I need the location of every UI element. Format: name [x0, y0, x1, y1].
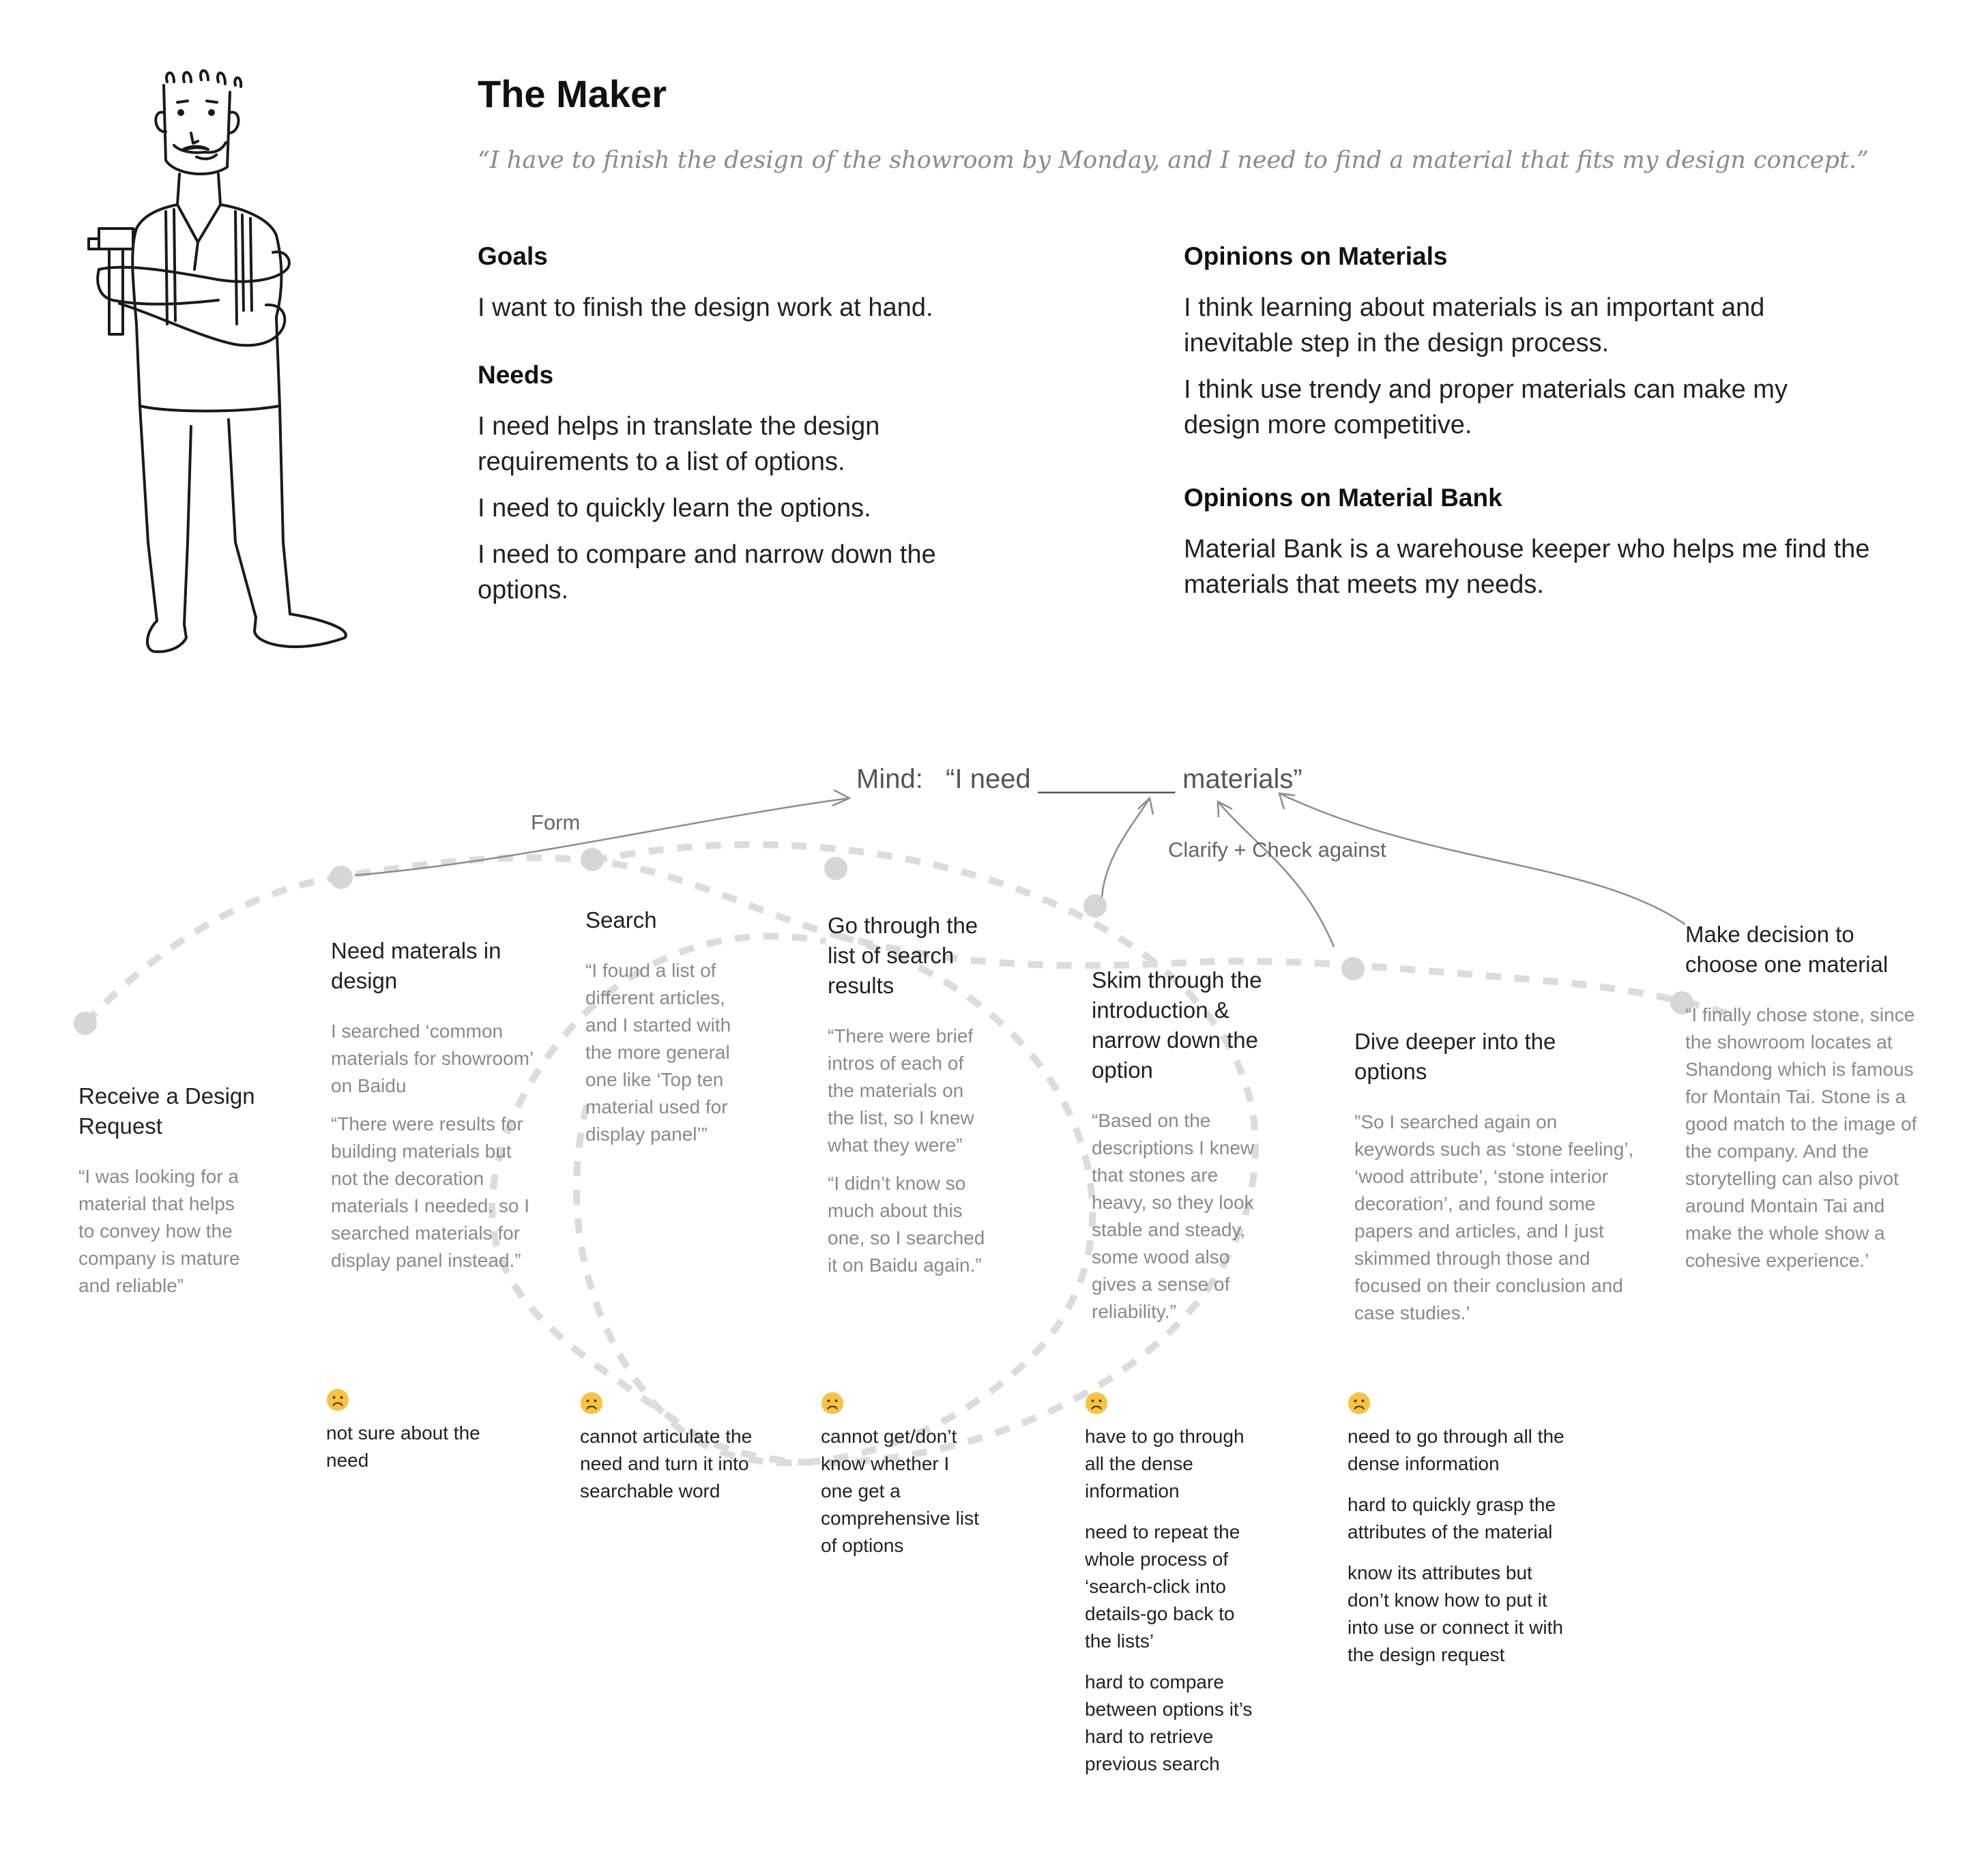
opinions-materials-heading: Opinions on Materials: [1184, 242, 1448, 270]
pain-item: need to go through all the dense informa…: [1348, 1426, 1564, 1474]
pain-item: need to repeat the whole process of ‘sea…: [1085, 1521, 1240, 1652]
needs-item: I need helps in translate the design req…: [478, 412, 880, 476]
stage-title: Dive deeper into the options: [1354, 1029, 1556, 1084]
stage-quote: I searched ‘common materials for showroo…: [331, 1021, 534, 1096]
opinions-bank-heading: Opinions on Material Bank: [1184, 484, 1502, 512]
stage-title: Skim through the introduction & narrow d…: [1092, 967, 1262, 1083]
stage-quote: ”So I searched again on keywords such as…: [1354, 1111, 1634, 1323]
stage-skim-narrow: Skim through the introduction & narrow d…: [1092, 965, 1269, 1336]
stage-title: Receive a Design Request: [78, 1083, 255, 1139]
needs-item: I need to compare and narrow down the op…: [478, 540, 936, 604]
stage-need-materials: Need materals in design I searched ‘comm…: [331, 936, 542, 1285]
stage-quote: “I finally chose stone, since the showro…: [1685, 1004, 1917, 1271]
clarify-arrow-1: [1101, 797, 1151, 898]
sad-face-icon: [1086, 1392, 1107, 1414]
goals-needs-column: Goals I want to finish the design work a…: [478, 242, 1023, 619]
pain-points-go-through: cannot get/don’t know whether I one get …: [821, 1392, 985, 1573]
persona-quote: “I have to finish the design of the show…: [478, 147, 1869, 174]
stage-quote: “I was looking for a material that helps…: [78, 1166, 240, 1296]
form-arrowhead: [832, 789, 852, 807]
persona-title: The Maker: [478, 72, 667, 115]
stage-go-through-results: Go through the list of search results “T…: [828, 911, 1005, 1290]
clarify-arrow-2: [1217, 801, 1335, 948]
goals-item: I want to finish the design work at hand…: [478, 293, 933, 322]
opinions-column: Opinions on Materials I think learning a…: [1184, 242, 1907, 613]
pain-points-need-materials: not sure about the need: [326, 1388, 483, 1488]
pain-points-skim: have to go through all the dense informa…: [1085, 1392, 1255, 1791]
sad-face-icon: [1348, 1392, 1370, 1414]
opinions-materials-item: I think use trendy and proper materials …: [1184, 375, 1788, 439]
clarify-label: Clarify + Check against: [1168, 838, 1386, 862]
sad-face-icon: [821, 1392, 843, 1414]
stage-search: Search “I found a list of different arti…: [585, 905, 756, 1159]
stage-quote: “There were brief intros of each of the …: [828, 1025, 974, 1156]
goals-heading: Goals: [478, 242, 548, 270]
clarify-arrowhead-3: [1278, 792, 1296, 810]
pain-item: have to go through all the dense informa…: [1085, 1426, 1244, 1501]
stage-dot: [330, 866, 353, 889]
pain-item: not sure about the need: [326, 1422, 480, 1471]
stage-quote: “Based on the descriptions I knew that s…: [1092, 1110, 1255, 1322]
needs-item: I need to quickly learn the options.: [478, 494, 871, 523]
stage-title: Make decision to choose one material: [1685, 922, 1889, 977]
pain-points-search: cannot articulate the need and turn it i…: [580, 1392, 778, 1519]
stage-dot: [1670, 991, 1693, 1014]
opinions-materials-item: I think learning about materials is an i…: [1184, 293, 1765, 357]
pain-item: hard to quickly grasp the attributes of …: [1348, 1494, 1556, 1542]
needs-heading: Needs: [478, 361, 554, 389]
stage-dot: [824, 857, 847, 880]
stage-title: Search: [585, 907, 657, 933]
stage-title: Need materals in design: [331, 938, 501, 993]
stage-receive-request: Receive a Design Request “I was looking …: [78, 1081, 276, 1310]
stage-dot: [1341, 957, 1365, 980]
stage-title: Go through the list of search results: [828, 913, 978, 998]
pain-item: hard to compare between options it’s har…: [1085, 1671, 1253, 1774]
stage-dots: [74, 848, 1693, 1035]
form-arrow: [354, 797, 850, 877]
stage-quote: “I found a list of different articles, a…: [585, 960, 731, 1145]
mind-prefix: Mind:: [856, 764, 923, 794]
opinions-bank-item: Material Bank is a warehouse keeper who …: [1184, 535, 1870, 599]
mind-text: “I need _________ materials”: [946, 764, 1302, 794]
stage-dot: [1083, 894, 1107, 918]
pain-points-dive-deeper: need to go through all the dense informa…: [1348, 1392, 1580, 1682]
stage-quote: “I didn’t know so much about this one, s…: [828, 1173, 985, 1276]
stage-dot: [74, 1012, 97, 1035]
sad-face-icon: [327, 1389, 349, 1411]
sad-face-icon: [581, 1392, 602, 1414]
stage-dot: [581, 848, 604, 871]
clarify-arrowhead-2: [1217, 800, 1233, 818]
pain-item: know its attributes but don’t know how t…: [1348, 1562, 1563, 1665]
pain-item: cannot get/don’t know whether I one get …: [821, 1426, 979, 1556]
maker-persona-illustration: [87, 69, 347, 654]
stage-make-decision: Make decision to choose one material “I …: [1685, 920, 1917, 1285]
mind-statement: Mind: “I need _________ materials”: [856, 764, 1302, 795]
clarify-arrow-3: [1279, 792, 1686, 926]
stage-quote: “There were results for building materia…: [331, 1113, 530, 1271]
stage-dive-deeper: Dive deeper into the options ”So I searc…: [1354, 1027, 1641, 1338]
form-label: Form: [531, 810, 581, 834]
clarify-arrowhead-1: [1137, 796, 1154, 815]
pain-item: cannot articulate the need and turn it i…: [580, 1426, 753, 1501]
